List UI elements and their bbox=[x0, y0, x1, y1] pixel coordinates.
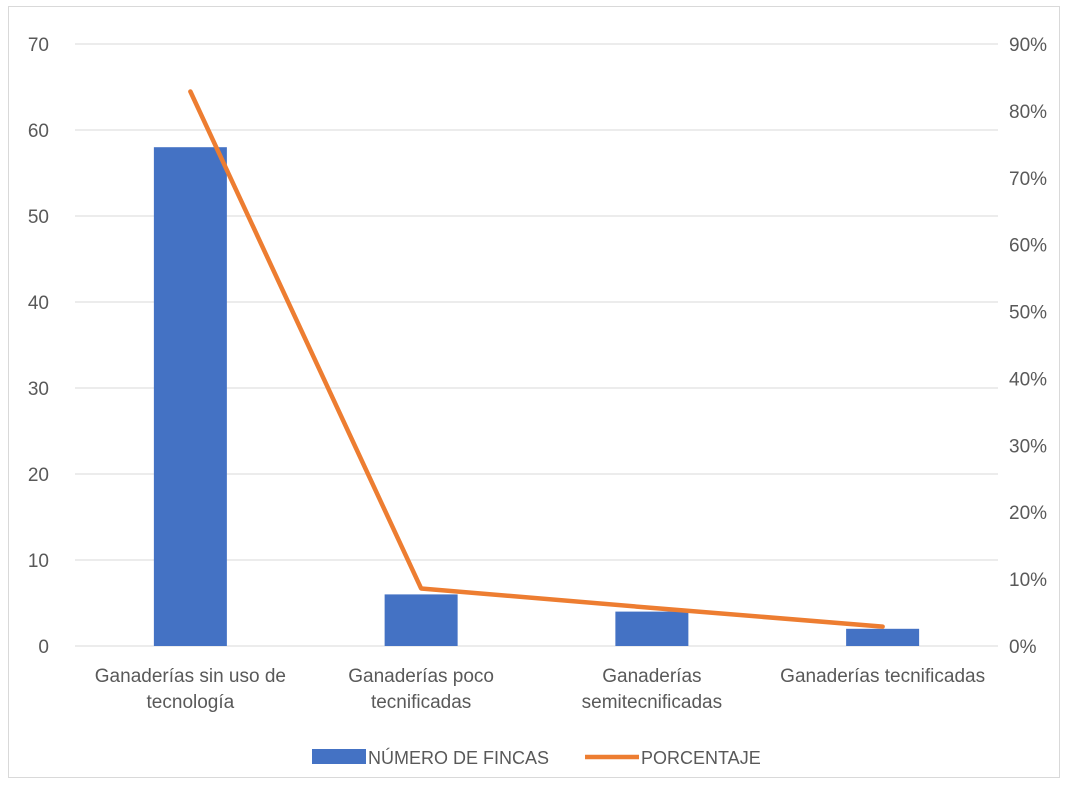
bar-numero-de-fincas bbox=[384, 594, 458, 646]
line-series bbox=[188, 89, 885, 629]
legend-swatch-bar bbox=[312, 749, 366, 764]
legend-label: PORCENTAJE bbox=[641, 748, 761, 768]
left-axis-tick-label: 10 bbox=[28, 551, 49, 572]
right-axis-tick-label: 80% bbox=[1009, 102, 1047, 123]
bar-numero-de-fincas bbox=[846, 628, 920, 646]
right-axis: 0% 10% 20% 30% 40% 50% 60% 70% 80% 90% bbox=[1009, 35, 1047, 658]
legend-item: NÚMERO DE FINCAS bbox=[312, 747, 549, 768]
left-axis-tick-label: 30 bbox=[28, 379, 49, 400]
left-axis-tick-label: 70 bbox=[28, 35, 49, 56]
right-axis-tick-label: 40% bbox=[1009, 369, 1047, 390]
line-porcentaje bbox=[188, 89, 885, 629]
bar-numero-de-fincas bbox=[153, 147, 227, 646]
left-axis: 0 10 20 30 40 50 60 70 bbox=[28, 35, 49, 658]
category-label: Ganaderías sin uso de tecnología bbox=[95, 666, 286, 713]
left-axis-tick-label: 60 bbox=[28, 121, 49, 142]
category-axis: Ganaderías sin uso de tecnología Ganadería… bbox=[95, 666, 985, 713]
bar-numero-de-fincas bbox=[615, 611, 689, 646]
bar-series bbox=[153, 147, 920, 646]
chart-frame: 0 10 20 30 40 50 60 70 0% 10% 20% 30% 40% 50% 60% 70% 8… bbox=[8, 6, 1060, 778]
left-axis-tick-label: 40 bbox=[28, 293, 49, 314]
category-label: Ganaderías semitecnificadas bbox=[582, 666, 722, 713]
right-axis-tick-label: 0% bbox=[1009, 637, 1037, 658]
legend-label: NÚMERO DE FINCAS bbox=[368, 747, 549, 768]
right-axis-tick-label: 90% bbox=[1009, 35, 1047, 56]
gridlines bbox=[75, 43, 998, 647]
category-label: Ganaderías tecnificadas bbox=[780, 666, 985, 687]
right-axis-tick-label: 10% bbox=[1009, 570, 1047, 591]
right-axis-tick-label: 20% bbox=[1009, 503, 1047, 524]
legend-item: PORCENTAJE bbox=[585, 748, 761, 768]
right-axis-tick-label: 60% bbox=[1009, 236, 1047, 257]
legend: NÚMERO DE FINCAS PORCENTAJE bbox=[312, 747, 761, 768]
right-axis-tick-label: 70% bbox=[1009, 169, 1047, 190]
right-axis-tick-label: 30% bbox=[1009, 436, 1047, 457]
left-axis-tick-label: 0 bbox=[38, 637, 49, 658]
category-label: Ganaderías poco tecnificadas bbox=[348, 666, 494, 713]
right-axis-tick-label: 50% bbox=[1009, 303, 1047, 324]
left-axis-tick-label: 50 bbox=[28, 207, 49, 228]
combo-chart: 0 10 20 30 40 50 60 70 0% 10% 20% 30% 40% 50% 60% 70% 8… bbox=[28, 35, 1047, 768]
left-axis-tick-label: 20 bbox=[28, 465, 49, 486]
